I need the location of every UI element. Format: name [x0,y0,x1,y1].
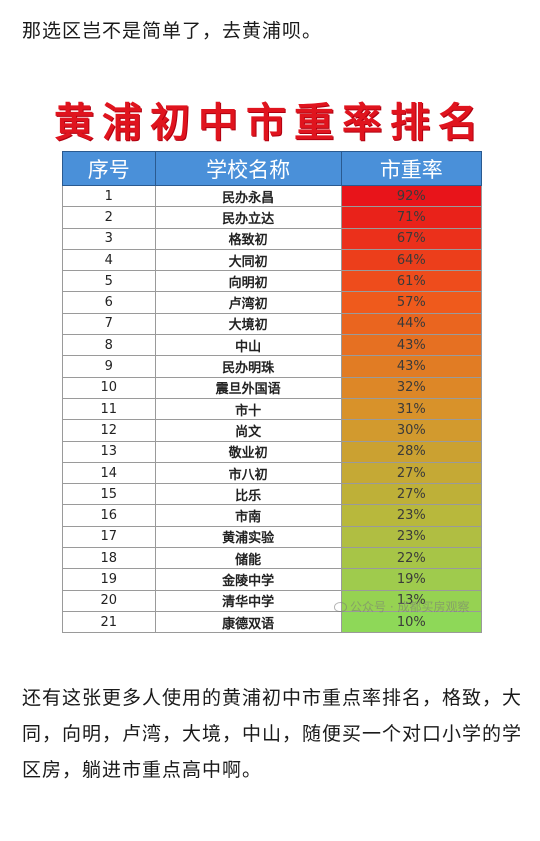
school-cell: 卢湾初 [154,291,342,314]
rate-cell: 19% [340,568,483,591]
rate-cell: 43% [340,355,483,378]
school-cell: 黄浦实验 [154,525,342,549]
table-row: 20 清华中学 13% [62,589,483,612]
table-row: 18 储能 22% [62,547,483,570]
rank-cell: 12 [62,419,156,442]
rank-cell: 7 [62,312,156,336]
rank-cell: 21 [62,610,156,634]
rank-cell: 20 [62,589,156,612]
rank-cell: 6 [62,291,156,314]
rate-cell: 22% [340,547,483,570]
rank-cell: 8 [62,334,156,357]
school-cell: 大同初 [154,248,342,272]
rate-cell: 30% [340,419,483,442]
school-cell: 比乐 [154,483,342,506]
table-header-row: 序号 学校名称 市重率 [62,151,483,186]
table-row: 8 中山 43% [62,334,483,357]
rate-cell: 23% [340,525,483,549]
rate-cell: 13% [340,589,483,612]
rank-cell: 18 [62,547,156,570]
table-row: 13 敬业初 28% [62,440,483,463]
rank-cell: 11 [62,397,156,421]
table-row: 21 康德双语 10% [62,610,483,634]
school-cell: 市八初 [154,461,342,485]
table-row: 5 向明初 61% [62,270,483,293]
school-cell: 清华中学 [154,589,342,612]
school-cell: 金陵中学 [154,568,342,591]
rank-cell: 15 [62,483,156,506]
table-row: 4 大同初 64% [62,248,483,272]
rate-cell: 61% [340,270,483,293]
rank-cell: 10 [62,376,156,399]
school-cell: 中山 [154,334,342,357]
rank-cell: 3 [62,227,156,250]
table-row: 11 市十 31% [62,397,483,421]
rate-cell: 27% [340,461,483,485]
rate-cell: 32% [340,376,483,399]
school-cell: 震旦外国语 [154,376,342,399]
school-cell: 市十 [154,397,342,421]
table-row: 19 金陵中学 19% [62,568,483,591]
school-cell: 民办立达 [154,206,342,229]
table-body: 1 民办永昌 92% 2 民办立达 71% 3 格致初 67% 4 大同初 64% 5 向明初 61% 6 卢湾… [62,184,483,634]
rank-cell: 9 [62,355,156,378]
rank-cell: 4 [62,248,156,272]
rank-cell: 19 [62,568,156,591]
table-row: 2 民办立达 71% [62,206,483,229]
school-cell: 储能 [154,547,342,570]
rate-cell: 23% [340,504,483,527]
watermark: 公众号 · 成都买房观察 [334,598,469,615]
school-cell: 向明初 [154,270,342,293]
rate-cell: 71% [340,206,483,229]
table-row: 6 卢湾初 57% [62,291,483,314]
table-row: 16 市南 23% [62,504,483,527]
chart-title: 黄浦初中市重率排名 [54,99,486,146]
wechat-icon [334,602,347,612]
rate-cell: 92% [340,184,483,208]
rank-cell: 17 [62,525,156,549]
rate-cell: 27% [340,483,483,506]
rate-cell: 57% [340,291,483,314]
ranking-table: 序号 学校名称 市重率 1 民办永昌 92% 2 民办立达 71% 3 格致初 67% 4 大同初 6… [62,151,483,634]
rate-cell: 10% [340,610,483,634]
intro-paragraph: 那选区岂不是简单了，去黄浦呗。 [22,20,323,42]
table-row: 7 大境初 44% [62,312,483,336]
school-cell: 敬业初 [154,440,342,463]
school-cell: 尚文 [154,419,342,442]
rank-cell: 1 [62,184,156,208]
school-cell: 市南 [154,504,342,527]
table-row: 10 震旦外国语 32% [62,376,483,399]
school-cell: 民办明珠 [154,355,342,378]
header-school: 学校名称 [154,151,342,186]
rate-cell: 44% [340,312,483,336]
school-cell: 大境初 [154,312,342,336]
rank-cell: 2 [62,206,156,229]
rate-cell: 64% [340,248,483,272]
closing-paragraph: 还有这张更多人使用的黄浦初中市重点率排名，格致，大同，向明，卢湾，大境，中山，随… [22,687,523,781]
table-row: 3 格致初 67% [62,227,483,250]
rank-cell: 16 [62,504,156,527]
school-cell: 康德双语 [154,610,342,634]
header-rate: 市重率 [340,151,483,186]
header-rank: 序号 [62,151,156,186]
table-row: 1 民办永昌 92% [62,184,483,208]
table-row: 17 黄浦实验 23% [62,525,483,549]
school-cell: 格致初 [154,227,342,250]
ranking-image: 黄浦初中市重率排名 序号 学校名称 市重率 1 民办永昌 92% 2 民办立达 71% 3 格… [0,84,540,646]
table-row: 12 尚文 30% [62,419,483,442]
rate-cell: 31% [340,397,483,421]
school-cell: 民办永昌 [154,184,342,208]
table-row: 14 市八初 27% [62,461,483,485]
rate-cell: 28% [340,440,483,463]
rank-cell: 14 [62,461,156,485]
watermark-text: 公众号 · 成都买房观察 [350,600,470,614]
table-row: 9 民办明珠 43% [62,355,483,378]
rate-cell: 43% [340,334,483,357]
rate-cell: 67% [340,227,483,250]
table-row: 15 比乐 27% [62,483,483,506]
rank-cell: 5 [62,270,156,293]
rank-cell: 13 [62,440,156,463]
